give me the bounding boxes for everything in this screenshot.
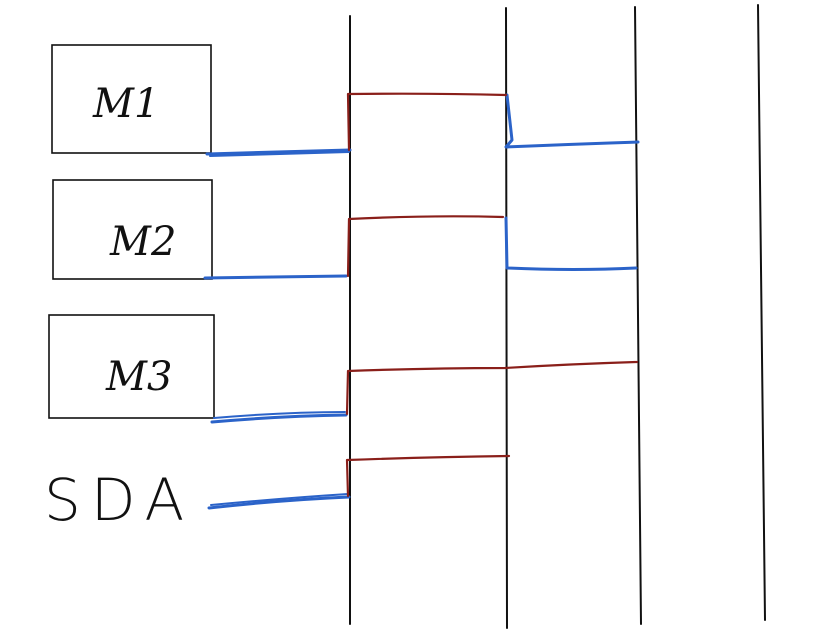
- m1-low-left-b: [209, 151, 350, 157]
- sda-low-left-b: [210, 493, 349, 506]
- box-m3: [48, 314, 215, 419]
- box-m1-label: M1: [92, 81, 159, 127]
- sda-label: SDA: [44, 466, 194, 534]
- m1-low-left: [205, 148, 352, 156]
- high-level-traces: [345, 92, 639, 498]
- time-separator-lines: [349, 4, 766, 629]
- low-level-traces: [203, 93, 640, 510]
- sda-low-left: [207, 495, 351, 510]
- m1-low-right: [504, 93, 640, 149]
- box-m2-label: M2: [109, 219, 176, 265]
- m3-low-left-b: [213, 411, 346, 419]
- device-box-m1: M1: [51, 44, 212, 154]
- m2-low-left: [203, 274, 348, 280]
- device-box-m3: M3: [48, 314, 215, 419]
- box-m1: [51, 44, 212, 154]
- m2-low-right: [504, 216, 638, 271]
- device-box-m2: M2: [52, 179, 213, 280]
- m1-high: [346, 92, 508, 152]
- m2-high: [346, 215, 505, 278]
- sda-high: [345, 454, 511, 498]
- box-m2: [52, 179, 213, 280]
- time-line-2: [505, 7, 508, 629]
- box-m3-label: M3: [105, 354, 172, 400]
- m3-low-left: [210, 413, 348, 424]
- time-line-4: [757, 4, 766, 621]
- m3-high: [345, 360, 639, 416]
- time-line-3: [634, 6, 642, 625]
